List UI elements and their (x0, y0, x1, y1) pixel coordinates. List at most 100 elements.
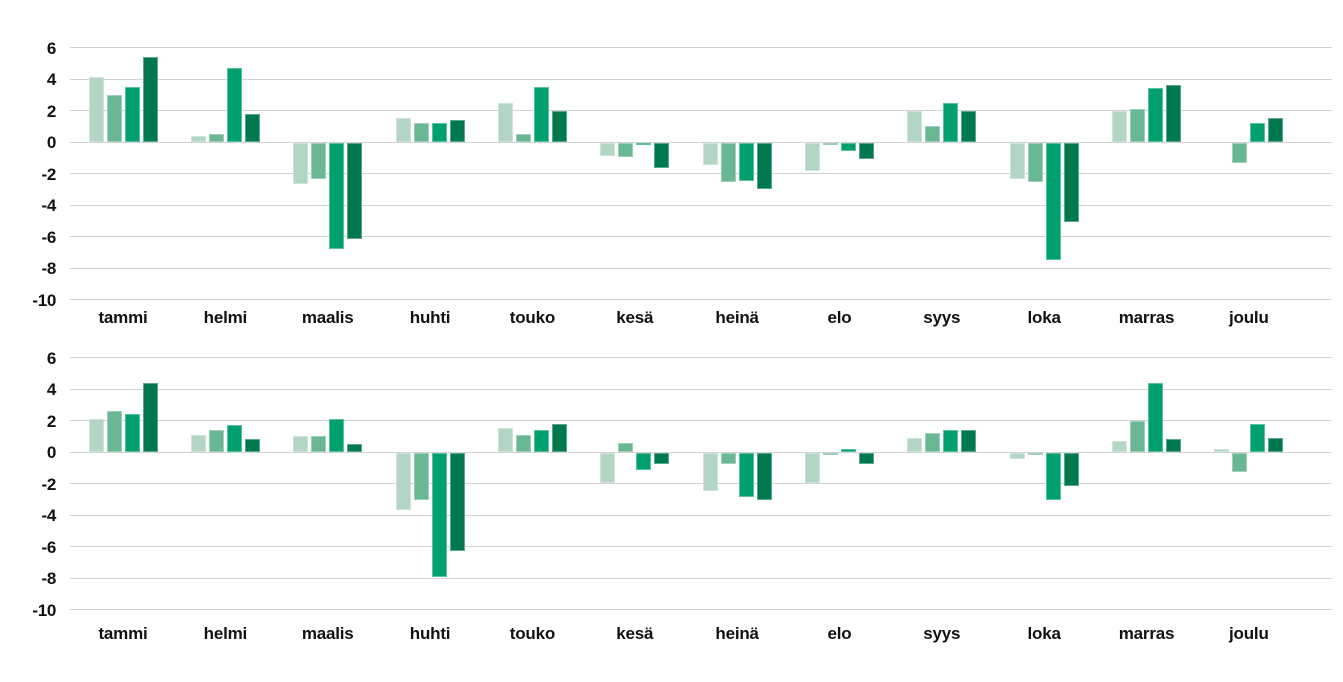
bar-touko-series-2 (515, 134, 531, 142)
bar-tammi-series-3 (124, 414, 140, 452)
bar-kesä-series-3 (636, 453, 652, 471)
bar-heinä-series-2 (720, 453, 736, 465)
bar-loka-series-2 (1027, 143, 1043, 183)
bar-marras-series-2 (1130, 108, 1145, 142)
bar-kesä-series-1 (600, 453, 616, 483)
bar-syys-series-4 (961, 110, 977, 142)
bar-elo-series-1 (804, 453, 820, 483)
bar-huhti-series-3 (431, 123, 447, 142)
gridline-y-2 (70, 110, 1332, 111)
gridline-y--6 (70, 236, 1332, 237)
x-axis-month-label-touko: touko (509, 308, 556, 327)
x-axis-month-label-touko: touko (509, 624, 556, 643)
bar-heinä-series-3 (738, 143, 754, 181)
y-axis-tick-label: -8 (41, 259, 56, 278)
y-axis-tick-label: 2 (46, 101, 56, 121)
y-axis-tick-label: -2 (41, 474, 56, 494)
y-axis-tick-label: -4 (41, 506, 56, 525)
y-axis-tick-label: -6 (41, 227, 56, 247)
bar-kesä-series-1 (600, 143, 616, 156)
x-axis-month-label-elo: elo (827, 624, 852, 643)
x-axis-month-label-helmi: helmi (203, 624, 248, 643)
bar-loka-series-3 (1045, 143, 1061, 260)
bar-syys-series-2 (925, 433, 941, 452)
bar-syys-series-1 (907, 437, 923, 452)
x-axis-month-label-maalis: maalis (301, 624, 354, 643)
x-axis-month-label-marras: marras (1118, 624, 1175, 643)
bar-elo-series-2 (822, 143, 838, 145)
bar-elo-series-1 (804, 143, 820, 172)
bar-elo-series-4 (858, 143, 874, 159)
gridline-y--2 (70, 483, 1332, 484)
x-axis-month-label-heinä: heinä (715, 624, 759, 643)
bar-marras-series-4 (1166, 85, 1181, 142)
bar-touko-series-3 (533, 429, 549, 452)
bar-loka-series-1 (1009, 143, 1025, 180)
bar-huhti-series-4 (449, 119, 465, 142)
y-axis-tick-label: -8 (41, 569, 56, 588)
bar-maalis-series-1 (293, 143, 309, 184)
x-axis-month-label-joulu: joulu (1229, 308, 1269, 327)
gridline-y--2 (70, 173, 1332, 174)
bar-kesä-series-3 (636, 143, 652, 145)
bar-marras-series-2 (1130, 420, 1145, 452)
bar-tammi-series-1 (88, 418, 104, 452)
bar-loka-series-1 (1009, 453, 1025, 460)
y-axis-tick-label: 6 (46, 38, 56, 58)
bar-marras-series-4 (1166, 439, 1181, 452)
bar-heinä-series-2 (720, 143, 736, 183)
y-axis-tick-label: -2 (41, 164, 56, 184)
y-axis-tick-label: -4 (41, 196, 56, 215)
bar-heinä-series-4 (756, 453, 772, 501)
gridline-y--8 (70, 577, 1332, 579)
bar-huhti-series-2 (413, 123, 429, 142)
y-axis-tick-label: 0 (46, 443, 56, 462)
bar-tammi-series-3 (124, 86, 140, 142)
bar-tammi-series-1 (88, 77, 104, 142)
bar-syys-series-2 (925, 126, 941, 142)
x-axis-month-label-loka: loka (1027, 624, 1061, 643)
gridline-y-0 (70, 451, 1332, 453)
x-axis-month-label-heinä: heinä (715, 308, 759, 327)
bar-syys-series-1 (907, 110, 923, 142)
bar-elo-series-2 (822, 453, 838, 455)
bar-helmi-series-4 (244, 113, 260, 142)
bar-loka-series-4 (1063, 453, 1079, 487)
bar-heinä-series-4 (756, 143, 772, 189)
gridline-y-2 (70, 420, 1332, 421)
bar-maalis-series-2 (311, 143, 327, 180)
bar-helmi-series-3 (226, 67, 242, 142)
bar-tammi-series-2 (106, 411, 122, 452)
y-axis-tick-label: 2 (46, 411, 56, 431)
bar-touko-series-3 (533, 86, 549, 142)
bar-maalis-series-4 (347, 143, 363, 240)
bar-joulu-series-1 (1214, 448, 1230, 452)
bar-tammi-series-2 (106, 94, 122, 142)
bar-marras-series-3 (1148, 88, 1163, 142)
bar-heinä-series-1 (702, 453, 718, 491)
bar-tammi-series-4 (142, 56, 158, 142)
x-axis-month-label-marras: marras (1118, 308, 1175, 327)
bar-touko-series-2 (515, 434, 531, 452)
bar-huhti-series-2 (413, 453, 429, 501)
bar-touko-series-4 (551, 110, 567, 142)
x-axis-month-label-tammi: tammi (98, 624, 148, 643)
x-axis-month-label-tammi: tammi (98, 308, 148, 327)
gridline-y-4 (70, 78, 1332, 80)
gridline-y-6 (70, 357, 1332, 358)
bar-helmi-series-2 (208, 429, 224, 452)
gridline-y--10 (70, 609, 1332, 610)
bar-kesä-series-2 (618, 442, 634, 452)
bar-huhti-series-1 (395, 118, 411, 142)
x-axis-month-label-syys: syys (923, 624, 961, 643)
gridline-y-0 (70, 141, 1332, 143)
bar-loka-series-2 (1027, 453, 1043, 455)
bar-joulu-series-3 (1250, 423, 1266, 452)
bar-kesä-series-4 (654, 453, 670, 465)
x-axis-month-label-maalis: maalis (301, 308, 354, 327)
bar-elo-series-3 (840, 448, 856, 452)
y-axis-tick-label: -6 (41, 537, 56, 557)
bar-helmi-series-2 (208, 134, 224, 142)
gridline-y--8 (70, 267, 1332, 269)
bar-maalis-series-3 (329, 418, 345, 452)
